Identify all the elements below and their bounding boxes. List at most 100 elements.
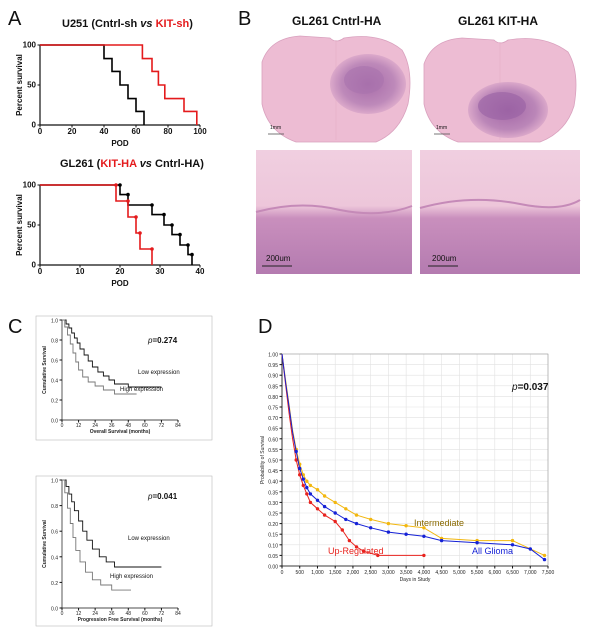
panel-a-bottom-title: GL261 (KIT-HA vs Cntrl-HA) (60, 158, 204, 170)
panel-d-x-tick-label: 7,500 (542, 570, 555, 576)
panel-d-series-2-point (542, 557, 547, 562)
panel-a-bottom-title-pre: GL261 ( (60, 158, 101, 170)
panel-d-series-0-point (305, 479, 309, 483)
panel-a-bottom-x-tick-label: 20 (116, 267, 125, 276)
panel-c-bottom-x-tick-label: 12 (76, 611, 82, 617)
panel-a-top-title-red: KIT-sh (155, 18, 190, 30)
panel-d-series-2-point (422, 534, 426, 538)
panel-c-top-x-tick-label: 36 (109, 423, 115, 429)
panel-c-bottom-y-tick-label: 0.2 (51, 581, 58, 587)
panel-c-bottom-x-tick-label: 84 (175, 611, 181, 617)
panel-a-top-x-tick-label: 100 (193, 127, 207, 136)
panel-c-bottom-ylabel: Cumulative Survival (42, 519, 48, 567)
panel-d-x-tick-label: 6,000 (489, 570, 502, 576)
panel-d-y-tick-label: 0.20 (268, 522, 278, 528)
panel-a-top-x-tick-label: 60 (132, 127, 141, 136)
panel-d-series-2-point (333, 511, 337, 515)
panel-c-bottom-y-tick-label: 0.0 (51, 607, 58, 613)
panel-d-label-all: All Glioma (472, 546, 514, 556)
panel-a-top-xlabel: POD (111, 139, 129, 148)
panel-d-y-tick-label: 0.35 (268, 490, 278, 496)
panel-d-x-tick-label: 0 (281, 570, 284, 576)
panel-a-top-series-0 (40, 44, 145, 125)
panel-a-bottom-series-0-point (162, 212, 166, 217)
panel-d-y-tick-label: 0.00 (268, 565, 278, 571)
panel-d-xlabel: Days in Study (400, 577, 431, 583)
panel-c-bottom-x-tick-label: 60 (142, 611, 148, 617)
panel-d-series-0-point (510, 538, 515, 543)
panel-a-bottom-ylabel: Percent survival (15, 194, 24, 256)
panel-a-bottom-series-0-point (118, 183, 122, 187)
panel-d-y-tick-label: 0.25 (268, 512, 278, 518)
panel-d-series-0-point (386, 521, 391, 526)
panel-c-bottom-legend-high: High expression (110, 574, 154, 580)
panel-c-bottom-x-tick-label: 72 (159, 611, 165, 617)
panel-a-top-y-tick-label: 0 (32, 121, 37, 130)
panel-a-top-y-tick-label: 50 (27, 81, 36, 90)
panel-d-y-tick-label: 0.95 (268, 363, 278, 369)
panel-d-label-up: Up-Regulated (328, 546, 384, 556)
panel-c-bottom-pvalue-prefix: p (148, 492, 153, 501)
panel-c-bottom-y-tick-label: 0.8 (51, 504, 58, 510)
panel-c-top-y-tick-label: 1.0 (51, 319, 58, 325)
panel-c-bottom-xlabel: Progression Free Survival (months) (78, 617, 163, 623)
panel-d-y-tick-label: 0.70 (268, 416, 278, 422)
panel-d-series-2-point (298, 466, 302, 471)
panel-d-y-tick-label: 0.55 (268, 448, 278, 454)
panel-d-series-2-point (528, 547, 532, 551)
panel-d-series-2-point (294, 449, 298, 454)
panel-a-top-title-pre: U251 (Cntrl-sh (62, 18, 141, 30)
panel-a-bottom-series-1-point (134, 215, 138, 219)
panel-d-series-2-point (308, 492, 313, 496)
panel-c-bottom-frame (35, 475, 213, 627)
panel-d-series-0-point (333, 500, 337, 505)
panel-d-series-2-point (386, 530, 391, 534)
panel-a-bottom-title-post: Cntrl-HA) (151, 158, 204, 170)
panel-d-pvalue-prefix: p (512, 382, 518, 393)
panel-a-top-x-tick-label: 20 (68, 127, 77, 136)
panel-c-top-legend-low: Low expression (138, 370, 180, 376)
scale-bar-label-top-right: 1mm (436, 125, 448, 131)
panel-a-bottom-series-0-point (186, 243, 190, 247)
panel-c-bottom-y-tick-label: 1.0 (51, 479, 58, 485)
panel-a-top-title-post: ) (189, 18, 193, 30)
panel-b-title-left: GL261 Cntrl-HA (292, 14, 382, 28)
panel-a-top-ylabel: Percent survival (15, 54, 24, 116)
panel-d-y-tick-label: 0.10 (268, 543, 278, 549)
panel-c-bottom-x-tick-label: 24 (92, 611, 98, 617)
panel-a-bottom-x-tick-label: 40 (196, 267, 205, 276)
panel-d-series-2-point (305, 485, 309, 490)
panel-a-bottom-series-1-point (114, 183, 118, 187)
panel-d-series-2-point (344, 517, 348, 522)
panel-d-series-2-point (301, 477, 305, 481)
panel-d-x-tick-label: 3,500 (400, 570, 413, 576)
panel-d-label-intermediate: Intermediate (414, 518, 465, 528)
panel-d-series-1-point (315, 507, 320, 511)
panel-a-bottom-series-0-point (126, 192, 130, 197)
panel-c-top-frame (35, 315, 213, 441)
panel-c-bottom-x-tick-label: 0 (61, 611, 64, 617)
panel-c-top-legend-high: High expression (120, 387, 164, 393)
panel-d-ylabel: Probability of Survival (260, 436, 266, 484)
panel-d-series-0-point (315, 488, 320, 492)
panel-d-series-1-point (340, 528, 344, 532)
panel-d-y-tick-label: 0.05 (268, 554, 278, 560)
panel-c-top-x-tick-label: 48 (126, 423, 132, 429)
panel-c-top-x-tick-label: 24 (92, 423, 98, 429)
panel-d-series-1-point (322, 513, 327, 517)
panel-d-series-0-point (308, 483, 313, 488)
panel-a-bottom-series-0-point (178, 232, 182, 237)
panel-d-y-tick-label: 0.40 (268, 480, 278, 486)
panel-d-series-1-point (347, 538, 352, 543)
panel-d-x-tick-label: 2,500 (364, 570, 377, 576)
panel-d-y-tick-label: 0.85 (268, 384, 278, 390)
panel-c-top-series-0 (62, 319, 162, 388)
panel-c-top-y-tick-label: 0.4 (51, 379, 58, 385)
panel-c-top-ylabel: Cumulative Survival (42, 345, 48, 393)
panel-c-bottom-y-tick-label: 0.4 (51, 555, 58, 561)
panel-a-bottom-series-1 (40, 184, 153, 265)
panel-d-series-2-point (369, 526, 373, 530)
panel-a-bottom-x-tick-label: 0 (38, 267, 43, 276)
panel-d-series-1-point (301, 483, 305, 488)
